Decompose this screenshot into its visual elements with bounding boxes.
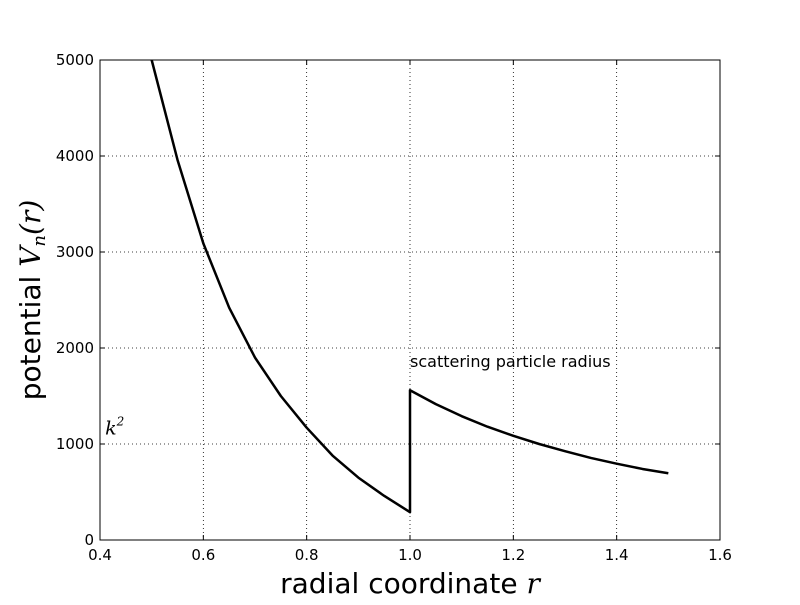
x-tick-label: 1.6	[708, 546, 732, 564]
k2-superscript: 2	[116, 414, 125, 428]
x-tick-label: 0.8	[295, 546, 319, 564]
y-tick-label: 5000	[56, 51, 94, 69]
x-tick-label: 1.0	[398, 546, 422, 564]
x-ticks: 0.4 0.6 0.8 1.0 1.2 1.4 1.6	[88, 60, 732, 564]
x-axis-label: radial coordinate r	[280, 567, 541, 600]
series-line-potential	[150, 59, 669, 514]
y-axis-label-math-arg: (r)	[14, 200, 47, 235]
series-group	[150, 59, 669, 514]
y-axis-label-math-sub: n	[29, 235, 50, 247]
y-tick-label: 2000	[56, 339, 94, 357]
y-ticks: 0 1000 2000 3000 4000 5000	[56, 51, 720, 549]
y-axis-label-math-base: V	[14, 244, 47, 267]
x-tick-label: 1.4	[605, 546, 629, 564]
y-tick-label: 0	[84, 531, 94, 549]
plot-frame	[99, 59, 721, 541]
grid-lines	[100, 60, 720, 540]
x-tick-label: 0.4	[88, 546, 112, 564]
y-axis-label-text: potential	[14, 276, 47, 401]
x-axis-label-math: r	[526, 567, 541, 600]
y-axis-label: potential Vn(r)	[14, 200, 50, 401]
x-tick-label: 0.6	[191, 546, 215, 564]
x-axis-label-text: radial coordinate	[280, 567, 517, 600]
y-tick-label: 3000	[56, 243, 94, 261]
k2-base: k	[105, 417, 117, 439]
y-tick-label: 1000	[56, 435, 94, 453]
annotation-k-squared: k2	[105, 414, 124, 439]
x-tick-label: 1.2	[501, 546, 525, 564]
annotation-scattering-radius: scattering particle radius	[410, 352, 611, 371]
y-tick-label: 4000	[56, 147, 94, 165]
